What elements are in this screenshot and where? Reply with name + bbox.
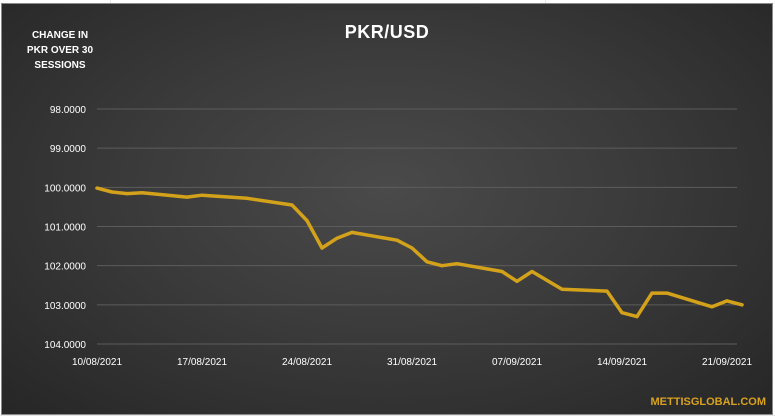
data-point — [665, 291, 669, 295]
data-point — [455, 262, 459, 266]
data-point — [740, 303, 744, 307]
data-point — [605, 289, 609, 293]
data-point — [530, 269, 534, 274]
side-note-line: SESSIONS — [34, 60, 86, 71]
data-point — [650, 291, 654, 295]
sheet-gridline — [0, 415, 775, 416]
data-point — [620, 311, 624, 315]
x-tick-label: 17/08/2021 — [177, 357, 227, 368]
y-tick-label: 104.0000 — [44, 340, 86, 351]
data-point — [200, 193, 204, 197]
data-point — [110, 190, 114, 194]
chart-area[interactable]: PKR/USD CHANGE IN PKR OVER 30 SESSIONS 9… — [1, 3, 773, 415]
plot-area: 98.0000 99.0000 100.0000 101.0000 102.0000 10… — [44, 105, 752, 368]
data-point — [290, 203, 294, 207]
y-tick-label: 98.0000 — [50, 105, 87, 116]
data-point — [410, 246, 414, 250]
data-point — [305, 219, 309, 223]
chart-title: PKR/USD — [344, 22, 430, 42]
x-tick-label: 31/08/2021 — [387, 357, 437, 368]
y-tick-label: 103.0000 — [44, 301, 86, 312]
data-point — [350, 230, 354, 234]
data-point — [320, 246, 324, 250]
data-point — [725, 299, 729, 303]
data-point — [710, 305, 714, 309]
x-tick-label: 14/09/2021 — [597, 357, 647, 368]
x-tick-label: 21/09/2021 — [702, 357, 752, 368]
data-point — [395, 238, 399, 242]
side-note-line: PKR OVER 30 — [26, 45, 94, 56]
data-point — [440, 264, 444, 268]
data-point — [500, 269, 504, 274]
data-point — [560, 287, 564, 291]
sheet-gridline — [110, 0, 111, 3]
series-line — [95, 186, 744, 319]
data-point — [245, 196, 249, 200]
data-point — [425, 260, 429, 264]
y-tick-label: 101.0000 — [44, 223, 86, 234]
data-point — [95, 186, 99, 190]
data-point — [185, 195, 189, 199]
y-tick-label: 100.0000 — [44, 183, 86, 194]
x-tick-label: 24/08/2021 — [282, 357, 332, 368]
watermark: METTISGLOBAL.COM — [650, 396, 767, 408]
y-tick-label: 102.0000 — [44, 262, 86, 273]
data-point — [335, 236, 339, 240]
x-tick-label: 07/09/2021 — [492, 357, 542, 368]
data-point — [125, 192, 129, 196]
data-point — [515, 279, 519, 283]
side-note: CHANGE IN PKR OVER 30 SESSIONS — [10, 28, 110, 73]
side-note-line: CHANGE IN — [31, 30, 89, 41]
data-point — [635, 315, 639, 319]
data-point — [140, 191, 144, 195]
x-tick-label: 10/08/2021 — [72, 357, 122, 368]
y-tick-label: 99.0000 — [50, 144, 87, 155]
sheet-gridline — [545, 0, 546, 3]
